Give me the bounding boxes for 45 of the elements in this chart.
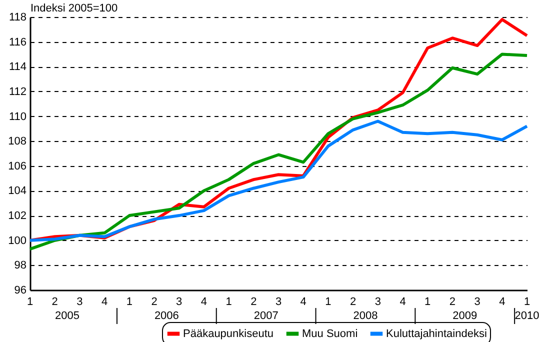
text: 2006 (154, 310, 179, 322)
x-tick-label: 3 (374, 296, 381, 308)
x-tick-label: 4 (300, 296, 306, 308)
x-tick-label: 1 (524, 296, 530, 308)
y-tick-label: 104 (8, 185, 26, 198)
x-tick-label: 1 (226, 296, 232, 308)
y-tick-label: 114 (8, 61, 26, 74)
x-tick-label: 4 (101, 296, 108, 308)
x-tick-label: 1 (424, 296, 431, 308)
y-tick-label: 96 (14, 284, 26, 296)
text: 2005 (55, 310, 80, 322)
text: 2008 (353, 310, 378, 322)
line-series (28, 120, 528, 242)
x-tick-label: 2 (449, 296, 456, 308)
legend-label: Kuluttajahintaindeksi (386, 328, 487, 340)
y-tick-label: 102 (8, 210, 26, 222)
legend-label: Pääkaupunkiseutu (183, 328, 274, 340)
x-tick-label: 3 (176, 296, 182, 308)
x-tick-label: 3 (474, 296, 480, 308)
x-tick-label: 2 (250, 296, 257, 308)
x-tick-label: 3 (76, 296, 83, 308)
line-series (28, 52, 528, 251)
y-tick-label: 108 (8, 136, 26, 148)
y-tick-label: 118 (8, 12, 26, 24)
x-tick-label: 4 (499, 296, 506, 308)
y-axis-title: Indeksi 2005=100 (30, 2, 118, 14)
x-tick-label: 2 (151, 296, 158, 308)
y-tick-label: 110 (8, 110, 26, 123)
text: 2007 (254, 310, 278, 322)
x-tick-label: 4 (400, 296, 406, 308)
x-tick-label: 4 (200, 296, 208, 308)
text: 2010 (514, 310, 539, 322)
y-tick-label: 106 (8, 160, 26, 172)
x-tick-label: 2 (350, 296, 356, 308)
x-tick-label: 1 (325, 296, 332, 308)
x-tick-label: 2 (52, 296, 58, 308)
x-tick-label: 3 (275, 296, 282, 308)
text: 2009 (452, 310, 478, 322)
y-tick-label: 116 (8, 36, 26, 48)
y-tick-label: 98 (14, 260, 26, 272)
y-tick-label: 100 (8, 234, 26, 247)
x-tick-label: 1 (126, 296, 132, 308)
legend-label: Muu Suomi (302, 328, 358, 340)
y-tick-label: 112 (8, 86, 26, 98)
x-tick-label: 1 (26, 296, 34, 308)
